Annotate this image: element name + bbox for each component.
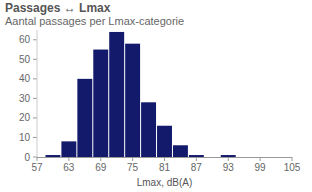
y-tick [33,157,37,158]
x-tick [292,157,293,161]
x-tick-label: 63 [63,162,75,173]
x-tick [100,157,101,161]
bar [173,145,188,157]
x-tick-label: 75 [127,162,139,173]
y-tick [33,39,37,40]
x-tick-label: 93 [223,162,235,173]
bar [93,50,108,157]
y-tick-label: 0 [24,152,30,163]
bar [109,32,124,157]
x-tick-label: 99 [255,162,267,173]
y-tick [33,78,37,79]
x-tick [260,157,261,161]
x-tick [37,157,38,161]
x-tick [68,157,69,161]
y-axis [37,30,38,157]
bar [45,155,60,157]
y-tick [33,117,37,118]
bar [141,102,156,157]
y-tick [33,98,37,99]
x-tick [132,157,133,161]
y-tick-label: 30 [19,93,31,104]
bar [157,126,172,157]
y-tick [33,137,37,138]
bar [61,141,76,157]
x-axis-label: Lmax, dB(A) [137,177,193,188]
bar [125,44,140,157]
x-tick-label: 105 [284,162,301,173]
x-tick-label: 69 [95,162,107,173]
title: Passages ↔ Lmax [5,1,111,15]
x-tick [196,157,197,161]
subtitle: Aantal passages per Lmax-categorie [5,15,184,27]
x-tick-label: 81 [159,162,171,173]
y-tick [33,59,37,60]
x-tick-label: 87 [191,162,203,173]
bar [189,155,204,157]
x-tick [228,157,229,161]
x-tick-label: 57 [31,162,43,173]
y-tick-label: 40 [19,73,31,84]
y-tick-label: 60 [19,34,31,45]
bar [237,157,252,158]
y-tick-label: 20 [19,112,31,123]
bar [205,157,220,158]
y-tick-label: 50 [19,54,31,65]
y-tick-label: 10 [19,132,31,143]
bar [221,155,236,157]
bars [45,32,235,157]
bar [77,79,92,157]
x-tick [164,157,165,161]
chart: Passages ↔ LmaxAantal passages per Lmax-… [0,0,312,192]
